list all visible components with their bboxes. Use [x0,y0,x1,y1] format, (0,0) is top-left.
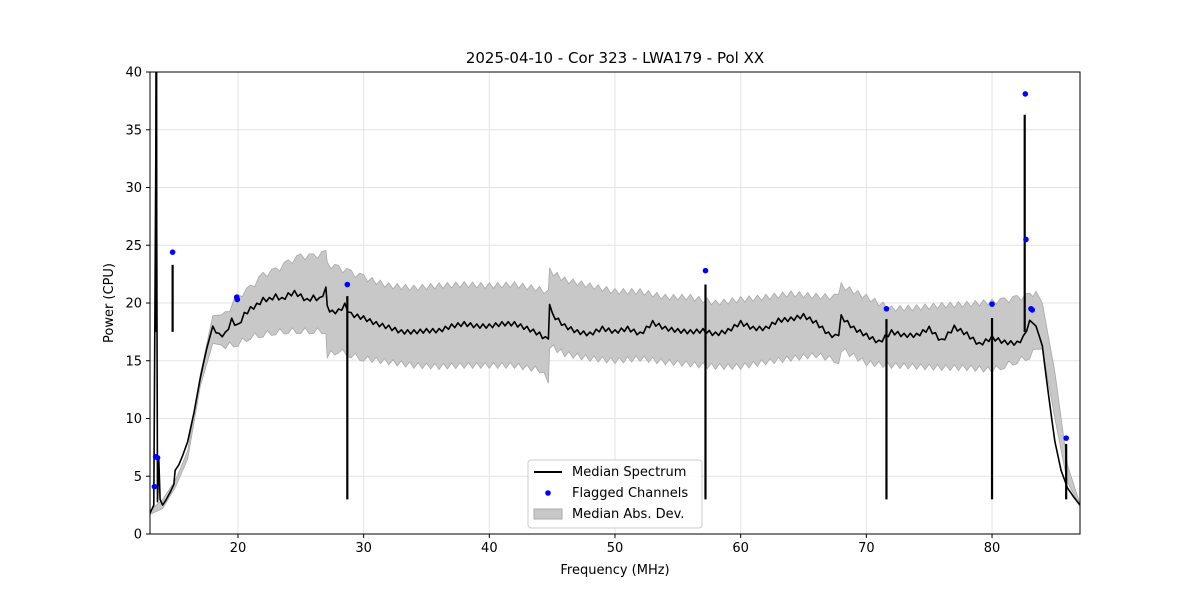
x-tick-label: 60 [732,541,749,556]
legend-swatch-median-abs-dev [533,508,563,520]
y-tick-label: 35 [125,123,142,138]
y-axis-ticks: 0 5 10 15 20 25 30 35 40 [125,66,150,543]
legend-label-median-abs-dev: Median Abs. Dev. [572,507,684,522]
flagged-channel-point [702,267,709,274]
median-spectrum-line [150,72,1080,514]
median-abs-dev-band [150,249,1080,515]
y-tick-label: 30 [125,181,142,196]
x-tick-label: 30 [355,541,372,556]
x-tick-label: 50 [607,541,624,556]
flagged-channel-point [989,301,995,307]
y-tick-label: 5 [134,470,142,485]
flagged-channel-point [883,305,890,312]
flagged-channel-point [1022,91,1029,97]
legend-label-median-spectrum: Median Spectrum [572,465,686,480]
legend-box [527,459,703,529]
chart-title: 2025-04-10 - Cor 323 - LWA179 - Pol XX [466,49,764,67]
flagged-channel-point [1063,435,1069,441]
y-axis-label: Power (CPU) [102,263,117,343]
x-tick-label: 80 [984,541,1001,556]
flagged-channel-point [151,483,158,490]
x-axis-label: Frequency (MHz) [560,563,669,578]
y-tick-label: 0 [134,528,142,543]
x-tick-label: 20 [230,541,247,556]
plot-area [150,72,1080,515]
y-tick-label: 10 [125,412,142,427]
x-tick-label: 70 [858,541,875,556]
legend-swatch-flagged-channels [545,490,551,496]
y-tick-label: 15 [125,354,142,369]
x-tick-label: 40 [481,541,498,556]
y-tick-label: 40 [125,66,142,81]
y-tick-label: 25 [125,239,142,254]
flagged-channel-point [1029,307,1036,313]
flagged-channel-point [169,249,176,255]
legend-label-flagged-channels: Flagged Channels [572,486,688,501]
legend: Median Spectrum Flagged Channels Median … [527,459,703,529]
flagged-channel-point [1023,236,1029,243]
flagged-channel-point [154,454,161,461]
flagged-channel-point [234,296,241,303]
flagged-channel-point [344,281,351,288]
x-axis-ticks: 20 30 40 50 60 70 80 [230,534,1001,556]
y-tick-label: 20 [125,297,142,312]
